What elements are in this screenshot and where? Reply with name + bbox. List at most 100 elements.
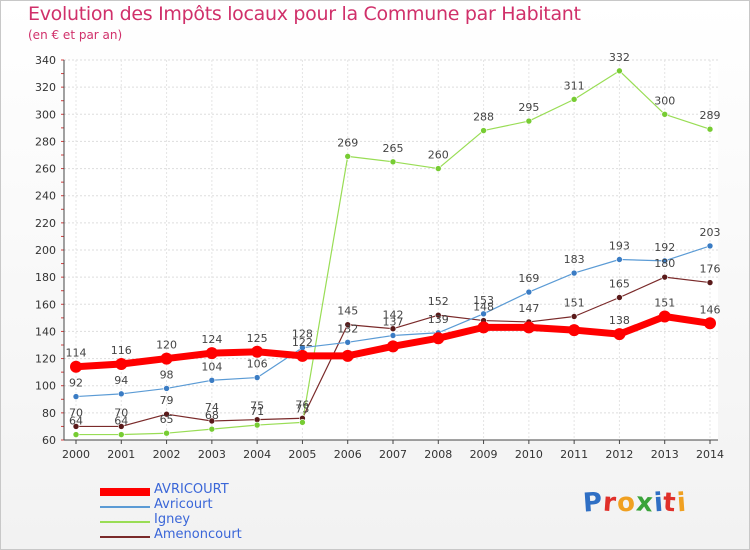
data-point: [208, 425, 216, 433]
data-point: [661, 110, 669, 118]
data-point: [480, 127, 487, 134]
data-point: [480, 310, 487, 318]
data-label: 137: [383, 316, 404, 329]
data-point: [117, 423, 125, 430]
data-point: [616, 67, 623, 75]
data-label: 295: [518, 101, 539, 114]
data-label: 152: [428, 295, 449, 308]
proxiti-logo: Proxiti: [582, 487, 688, 519]
legend-item: Avricourt: [100, 497, 300, 514]
data-point: [253, 374, 261, 381]
data-label: 138: [609, 314, 630, 327]
y-tick-label: 180: [35, 271, 56, 284]
data-point: [661, 257, 669, 265]
data-label: 139: [428, 313, 449, 326]
data-label: 73: [295, 402, 309, 415]
data-point: [163, 410, 170, 418]
data-point: [205, 347, 218, 360]
data-label: 124: [201, 333, 222, 346]
data-label: 169: [518, 272, 539, 285]
x-tick-label: 2010: [515, 448, 543, 461]
y-tick-label: 80: [42, 407, 56, 420]
data-point: [387, 340, 399, 353]
y-tick-label: 300: [35, 108, 56, 121]
data-point: [706, 279, 714, 286]
data-label: 193: [609, 240, 630, 253]
data-point: [434, 311, 442, 319]
data-label: 122: [292, 336, 313, 349]
x-tick-label: 2006: [334, 448, 362, 461]
data-label: 114: [66, 347, 87, 360]
data-label: 68: [205, 409, 219, 422]
data-point: [208, 417, 216, 425]
data-point: [477, 321, 490, 334]
data-label: 94: [114, 374, 128, 387]
data-point: [706, 125, 714, 133]
data-label: 70: [114, 406, 128, 419]
data-label: 70: [69, 406, 83, 419]
data-point: [570, 96, 578, 103]
y-tick-label: 60: [42, 434, 56, 447]
data-label: 75: [250, 400, 264, 413]
data-label: 64: [69, 415, 83, 428]
legend-item: Igney: [100, 512, 300, 529]
x-tick-label: 2001: [107, 448, 135, 461]
data-label: 125: [247, 332, 268, 345]
x-tick-label: 2000: [62, 448, 90, 461]
data-label: 120: [156, 339, 177, 352]
legend-swatch: [100, 488, 150, 496]
data-label: 203: [700, 226, 721, 239]
y-tick-label: 100: [35, 380, 56, 393]
data-label: 71: [250, 405, 264, 418]
data-point: [163, 385, 170, 392]
y-tick-label: 220: [35, 217, 56, 230]
data-point: [613, 328, 626, 341]
x-tick-label: 2008: [424, 448, 452, 461]
data-label: 65: [160, 413, 174, 426]
data-label: 145: [337, 305, 358, 318]
data-label: 146: [700, 303, 721, 316]
data-point: [704, 317, 716, 330]
legend-item: Amenoncourt: [100, 527, 300, 544]
data-label: 74: [205, 401, 219, 414]
data-label: 311: [564, 79, 585, 92]
data-label: 79: [160, 394, 174, 407]
y-tick-label: 240: [35, 190, 56, 203]
y-tick-label: 280: [35, 135, 56, 148]
data-point: [70, 360, 82, 373]
legend-swatch: [100, 521, 150, 523]
x-tick-label: 2005: [288, 448, 316, 461]
data-label: 151: [654, 297, 675, 310]
data-point: [344, 338, 352, 346]
data-label: 300: [654, 94, 675, 107]
y-tick-label: 200: [35, 244, 56, 257]
data-label: 98: [160, 368, 174, 381]
data-label: 148: [473, 301, 494, 314]
data-point: [163, 429, 170, 437]
logo-letter: i: [675, 487, 688, 519]
data-point: [344, 321, 352, 328]
data-point: [341, 349, 354, 362]
data-point: [160, 352, 173, 365]
x-tick-label: 2013: [651, 448, 679, 461]
data-label: 116: [111, 344, 132, 357]
chart-title: Evolution des Impôts locaux pour la Comm…: [28, 3, 581, 25]
data-point: [522, 321, 535, 334]
data-point: [525, 117, 533, 125]
data-point: [299, 419, 306, 426]
data-point: [570, 269, 578, 277]
data-label: 106: [247, 358, 268, 371]
legend-label: Amenoncourt: [154, 527, 242, 542]
data-point: [389, 325, 397, 333]
data-point: [658, 310, 671, 323]
data-point: [253, 421, 261, 429]
legend-swatch: [100, 536, 150, 538]
data-label: 76: [295, 398, 309, 411]
x-tick-label: 2004: [243, 448, 271, 461]
data-point: [117, 431, 125, 438]
data-point: [661, 273, 669, 281]
data-point: [344, 153, 352, 160]
data-point: [616, 256, 623, 263]
x-tick-label: 2002: [153, 448, 181, 461]
